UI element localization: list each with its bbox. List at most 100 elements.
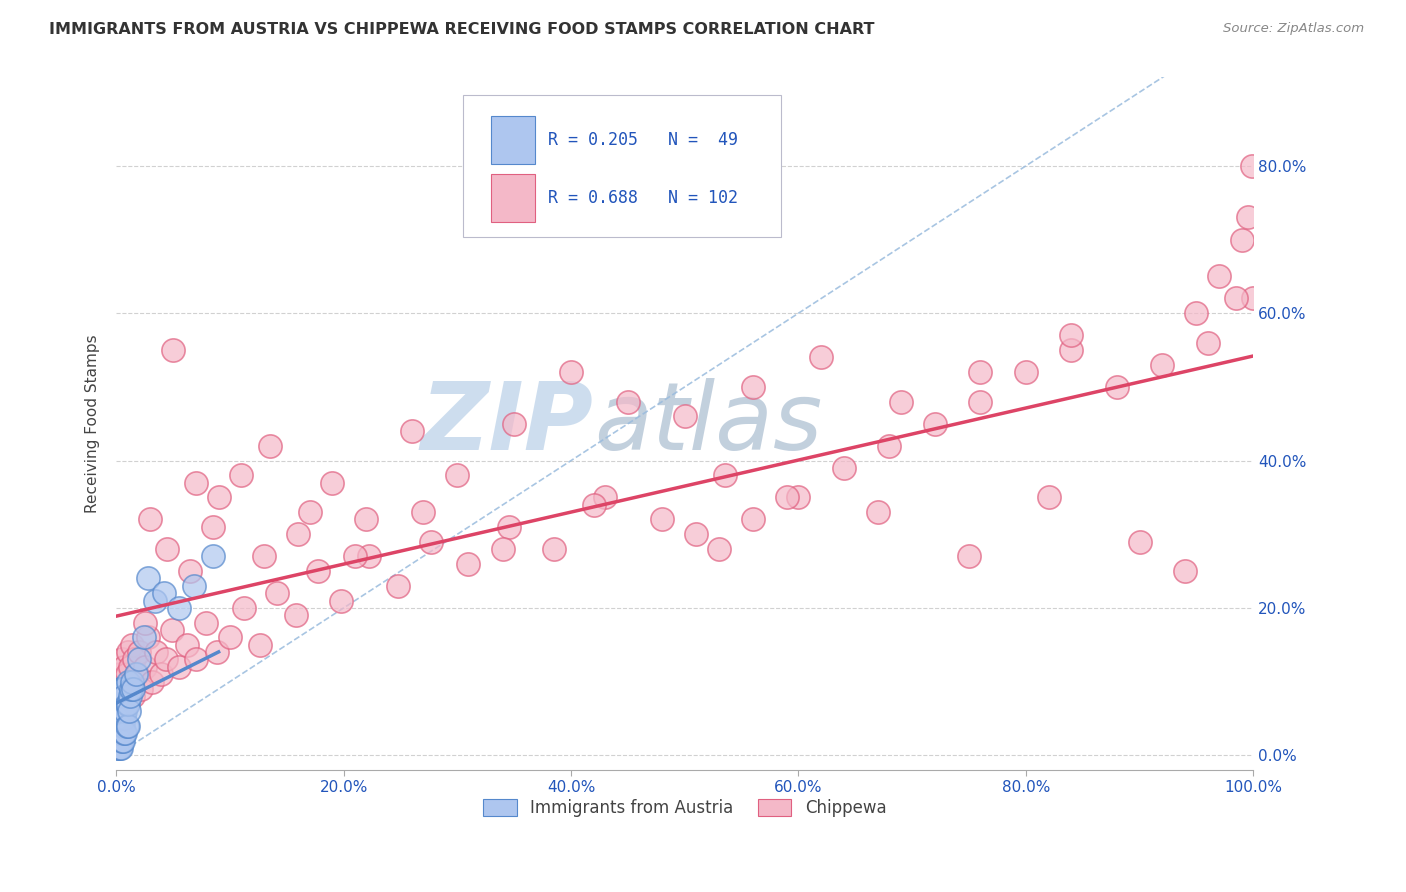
Point — [742, 380, 765, 394]
Point — [957, 549, 980, 564]
Point — [122, 681, 145, 696]
Point — [118, 704, 141, 718]
Point — [582, 498, 605, 512]
Point — [1185, 306, 1208, 320]
Point — [298, 505, 321, 519]
Bar — [492, 116, 534, 164]
Point — [112, 733, 135, 747]
Point — [145, 645, 167, 659]
Point — [651, 512, 673, 526]
Text: IMMIGRANTS FROM AUSTRIA VS CHIPPEWA RECEIVING FOOD STAMPS CORRELATION CHART: IMMIGRANTS FROM AUSTRIA VS CHIPPEWA RECE… — [49, 22, 875, 37]
Point — [1174, 564, 1197, 578]
Point — [107, 674, 129, 689]
Point — [832, 461, 855, 475]
Point — [924, 417, 946, 431]
Point — [134, 660, 156, 674]
Point — [124, 652, 146, 666]
Point — [107, 690, 129, 704]
Point — [713, 468, 735, 483]
Point — [107, 711, 129, 725]
Point — [107, 740, 129, 755]
Point — [155, 652, 177, 666]
Point — [108, 681, 131, 696]
Point — [420, 534, 443, 549]
Point — [111, 704, 134, 718]
Point — [121, 674, 143, 689]
Point — [110, 711, 132, 725]
Point — [810, 351, 832, 365]
Point — [128, 645, 150, 659]
Y-axis label: Receiving Food Stamps: Receiving Food Stamps — [86, 334, 100, 513]
Point — [107, 740, 129, 755]
Point — [129, 681, 152, 696]
Point — [412, 505, 434, 519]
Point — [176, 638, 198, 652]
Point — [160, 623, 183, 637]
Point — [776, 491, 799, 505]
Point — [111, 652, 134, 666]
Point — [111, 733, 134, 747]
Point — [560, 365, 582, 379]
Point — [401, 424, 423, 438]
Point — [879, 439, 901, 453]
Point — [184, 475, 207, 490]
Point — [321, 475, 343, 490]
Point — [162, 343, 184, 357]
Point — [125, 667, 148, 681]
Point — [112, 660, 135, 674]
Point — [108, 697, 131, 711]
Point — [114, 690, 136, 704]
Point — [503, 417, 526, 431]
Point — [141, 674, 163, 689]
Text: R = 0.205   N =  49: R = 0.205 N = 49 — [548, 131, 738, 149]
Point — [1241, 159, 1264, 173]
Point — [118, 681, 141, 696]
Point — [259, 439, 281, 453]
Point — [969, 365, 991, 379]
Point — [110, 681, 132, 696]
Point — [118, 690, 141, 704]
Point — [107, 726, 129, 740]
Point — [139, 512, 162, 526]
Point — [492, 541, 515, 556]
Point — [787, 491, 810, 505]
Point — [156, 541, 179, 556]
Point — [179, 564, 201, 578]
Point — [167, 660, 190, 674]
Point — [232, 601, 254, 615]
Point — [108, 667, 131, 681]
Point — [112, 681, 135, 696]
Text: Source: ZipAtlas.com: Source: ZipAtlas.com — [1223, 22, 1364, 36]
Text: R = 0.688   N = 102: R = 0.688 N = 102 — [548, 189, 738, 207]
Point — [112, 711, 135, 725]
Point — [219, 631, 242, 645]
Point — [117, 719, 139, 733]
Point — [1105, 380, 1128, 394]
Point — [266, 586, 288, 600]
Point — [110, 726, 132, 740]
Point — [446, 468, 468, 483]
Point — [111, 719, 134, 733]
Point — [284, 608, 307, 623]
Point — [1152, 358, 1174, 372]
Point — [110, 697, 132, 711]
Point — [111, 681, 134, 696]
Point — [124, 667, 146, 681]
Point — [115, 697, 138, 711]
Point — [132, 631, 155, 645]
Point — [1230, 233, 1253, 247]
Point — [1060, 328, 1083, 343]
Point — [114, 726, 136, 740]
Point — [868, 505, 890, 519]
FancyBboxPatch shape — [463, 95, 782, 236]
Point — [344, 549, 367, 564]
Point — [136, 571, 159, 585]
Point — [457, 557, 479, 571]
Point — [120, 674, 142, 689]
Point — [1129, 534, 1152, 549]
Point — [201, 520, 224, 534]
Point — [231, 468, 253, 483]
Point — [253, 549, 276, 564]
Point — [287, 527, 309, 541]
Point — [110, 740, 132, 755]
